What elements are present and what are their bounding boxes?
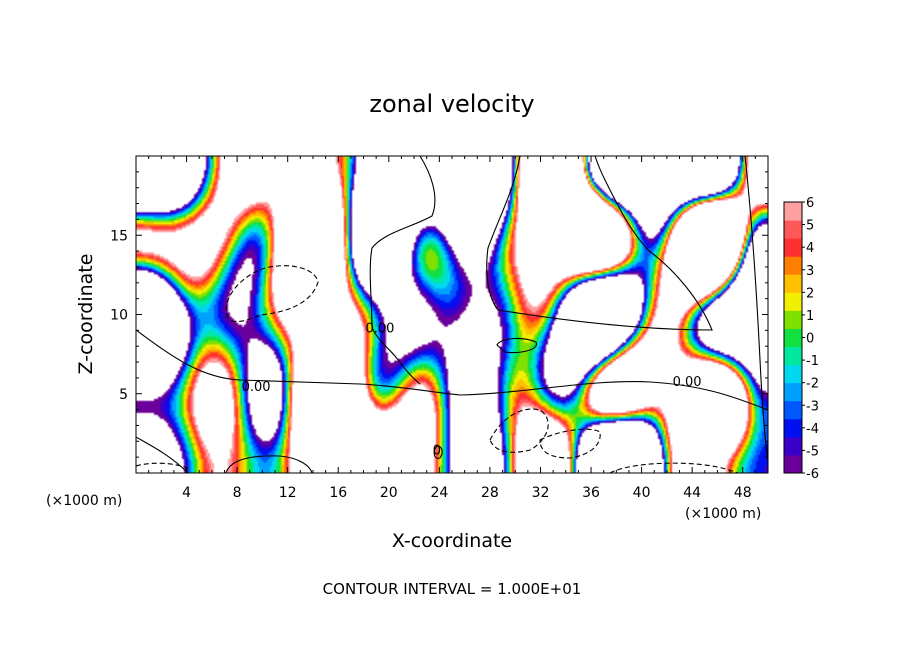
x-tick-label: 8 (233, 485, 242, 501)
colorbar-swatch (784, 328, 802, 348)
negative-contour-line (136, 462, 189, 469)
zero-contour-line (496, 337, 537, 354)
contour-lines (136, 156, 768, 473)
velocity-heatmap (136, 156, 768, 473)
negative-contour-line (609, 462, 739, 473)
x-tick-label: 40 (633, 485, 651, 501)
colorbar-swatch (784, 220, 802, 239)
x-axis: 4 8 12 16 20 24 28 32 36 40 44 48 (148, 156, 756, 501)
colorbar-swatch (784, 292, 802, 311)
colorbar-tick-label: 4 (806, 241, 814, 256)
colorbar-tick-label: 6 (806, 196, 814, 211)
negative-contour-line (225, 265, 319, 323)
contour-label: 0 (433, 443, 441, 458)
colorbar-tick-label: 2 (806, 286, 814, 301)
colorbar-tick-label: -6 (806, 467, 819, 482)
colorbar-tick-label: -1 (806, 354, 819, 369)
colorbar-swatch (784, 310, 802, 329)
x-tick-label: 48 (734, 485, 752, 501)
zero-contour-line (744, 156, 768, 463)
x-tick-label: 12 (279, 485, 297, 501)
colorbar-tick-label: 5 (806, 219, 814, 234)
negative-contour-line (489, 408, 549, 453)
x-tick-label: 20 (380, 485, 398, 501)
colorbar-tick-label: 0 (806, 332, 814, 347)
zero-contour-line (369, 156, 436, 385)
x-tick-label: 28 (481, 485, 499, 501)
x-tick-label: 36 (582, 485, 600, 501)
colorbar-swatch (784, 202, 802, 221)
chart-title: zonal velocity (369, 90, 534, 118)
colorbar-swatch (784, 256, 802, 275)
zero-contour-line (225, 455, 313, 473)
plot-area: 0.00 0.00 0.00 0 (136, 156, 768, 473)
zero-contour-line (433, 445, 443, 459)
colorbar-tick-label: 1 (806, 309, 814, 324)
x-tick-label: 24 (430, 485, 448, 501)
colorbar-swatch (784, 418, 802, 438)
y-axis-title: Z-coordinate (75, 254, 97, 375)
colorbar-tick-label: -2 (806, 377, 819, 392)
y-tick-label: 5 (119, 387, 128, 403)
colorbar-tick-label: -5 (806, 444, 819, 459)
x-axis-title: X-coordinate (392, 530, 512, 552)
zero-contour-line (486, 156, 713, 331)
colorbar-swatch (784, 238, 802, 257)
x-tick-label: 4 (182, 485, 191, 501)
x-tick-label: 32 (532, 485, 550, 501)
contour-label: 0.00 (242, 380, 271, 395)
colorbar-swatch (784, 274, 802, 293)
negative-contour-line (539, 428, 601, 459)
contour-labels: 0.00 0.00 0.00 0 (242, 321, 702, 458)
colorbar-swatch (784, 382, 802, 402)
colorbar-swatch (784, 346, 802, 366)
x-unit-label-right: (×1000 m) (685, 506, 761, 522)
x-unit-label-left: (×1000 m) (46, 493, 122, 509)
zero-contour-line (136, 329, 768, 411)
y-tick-label: 10 (110, 308, 128, 324)
colorbar-tick-label: 3 (806, 264, 814, 279)
colorbar-tick-label: -4 (806, 422, 819, 437)
colorbar-swatch (784, 364, 802, 384)
y-axis: 5 10 15 (110, 171, 768, 458)
colorbar-swatch (784, 454, 802, 474)
colorbar-tick-label: -3 (806, 399, 819, 414)
colorbar-swatch (784, 436, 802, 456)
contour-label: 0.00 (673, 375, 702, 390)
zero-contour-line (136, 436, 189, 473)
x-tick-label: 16 (329, 485, 347, 501)
y-tick-label: 15 (110, 228, 128, 244)
contour-label: 0.00 (365, 321, 394, 336)
colorbar-swatch (784, 400, 802, 420)
x-tick-label: 44 (683, 485, 701, 501)
contour-interval-note: CONTOUR INTERVAL = 1.000E+01 (323, 580, 582, 598)
colorbar: 6 5 4 3 2 1 0 -1 -2 -3 -4 -5 -6 (783, 196, 819, 482)
